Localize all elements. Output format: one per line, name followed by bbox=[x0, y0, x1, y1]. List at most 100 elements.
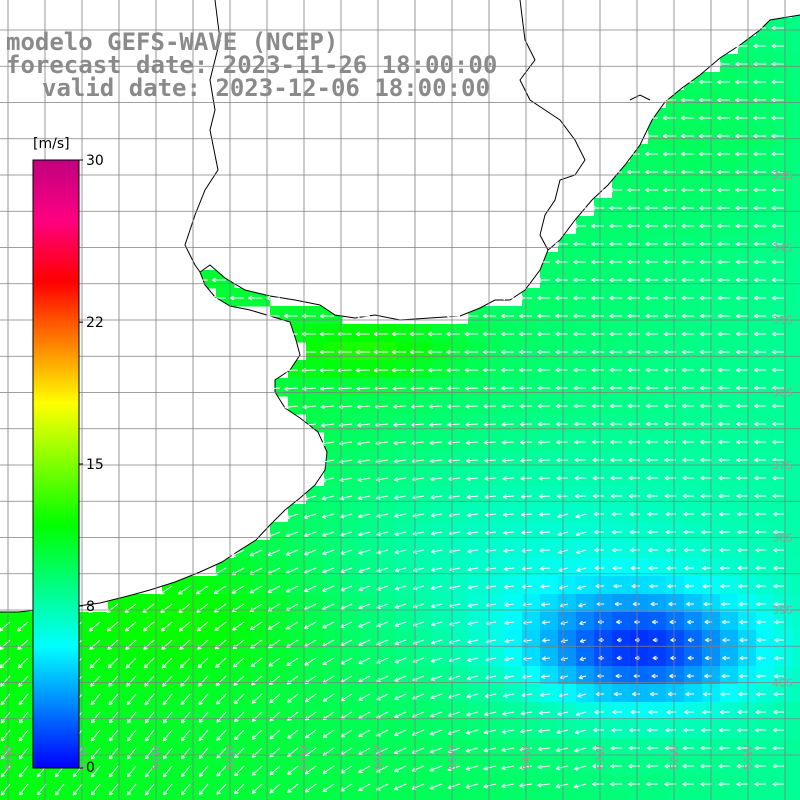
wind-arrow-head bbox=[145, 774, 150, 778]
wind-arrow bbox=[287, 783, 299, 793]
speed-cell bbox=[360, 540, 379, 559]
wind-arrow-head bbox=[537, 405, 542, 409]
wind-arrow-head bbox=[394, 622, 399, 627]
wind-arrow-head bbox=[501, 387, 506, 391]
wind-arrow-head bbox=[681, 279, 686, 283]
speed-cell bbox=[720, 216, 739, 235]
wind-arrow-head bbox=[773, 511, 777, 515]
wind-arrow-head bbox=[178, 611, 183, 614]
wind-arrow bbox=[304, 585, 317, 592]
speed-cell bbox=[414, 450, 433, 469]
wind-arrow-head bbox=[627, 421, 632, 425]
speed-cell bbox=[468, 774, 487, 793]
speed-cell bbox=[666, 432, 685, 451]
wind-arrow-head bbox=[501, 331, 506, 335]
wind-arrow-head bbox=[683, 529, 688, 533]
speed-cell bbox=[378, 702, 397, 721]
speed-cell bbox=[378, 720, 397, 739]
wind-arrow bbox=[305, 729, 317, 739]
wind-arrow-head bbox=[699, 403, 704, 407]
wind-arrow-head bbox=[771, 117, 776, 121]
wind-arrow-head bbox=[355, 333, 360, 337]
wind-arrow bbox=[465, 423, 479, 426]
speed-cell bbox=[486, 432, 505, 451]
wind-arrow-head bbox=[577, 695, 582, 698]
wind-arrow bbox=[520, 711, 533, 715]
speed-cell bbox=[576, 684, 595, 703]
wind-arrow-head bbox=[17, 629, 22, 632]
wind-arrow-head bbox=[717, 151, 722, 155]
speed-cell bbox=[378, 648, 397, 667]
wind-arrow-head bbox=[124, 627, 128, 632]
speed-cell bbox=[666, 792, 685, 800]
speed-cell bbox=[126, 684, 145, 703]
speed-cell bbox=[504, 702, 523, 721]
wind-arrow bbox=[90, 729, 101, 742]
wind-arrow bbox=[340, 675, 353, 683]
wind-arrow-head bbox=[680, 99, 685, 103]
wind-arrow-head bbox=[212, 279, 217, 283]
wind-arrow bbox=[18, 693, 29, 706]
speed-cell bbox=[756, 738, 775, 757]
wind-arrow-head bbox=[90, 666, 95, 669]
wind-arrow-head bbox=[555, 261, 560, 265]
wind-arrow-head bbox=[717, 261, 722, 265]
wind-arrow-head bbox=[145, 792, 150, 796]
wind-arrow-head bbox=[429, 406, 434, 409]
wind-arrow-head bbox=[719, 511, 724, 515]
speed-cell bbox=[576, 558, 595, 577]
wind-arrow-head bbox=[126, 718, 129, 724]
wind-arrow-head bbox=[501, 729, 506, 733]
wind-arrow-head bbox=[753, 169, 758, 173]
speed-cell bbox=[684, 720, 703, 739]
wind-arrow-head bbox=[646, 495, 651, 499]
speed-cell bbox=[360, 522, 379, 541]
wind-arrow-head bbox=[519, 351, 524, 355]
speed-cell bbox=[792, 720, 800, 739]
speed-cell bbox=[648, 720, 667, 739]
wind-arrow-head bbox=[700, 745, 705, 749]
wind-arrow-head bbox=[108, 736, 111, 742]
wind-arrow-head bbox=[774, 657, 779, 661]
speed-cell bbox=[558, 540, 577, 559]
wind-arrow-head bbox=[250, 665, 256, 668]
wind-arrow-head bbox=[594, 711, 599, 715]
wind-arrow bbox=[322, 585, 335, 592]
wind-arrow-head bbox=[663, 189, 668, 193]
wind-arrow-head bbox=[287, 734, 290, 739]
wind-arrow-head bbox=[540, 568, 545, 571]
wind-arrow-head bbox=[754, 729, 759, 733]
wind-arrow-head bbox=[613, 583, 618, 587]
wind-arrow bbox=[429, 747, 443, 753]
speed-cell bbox=[504, 360, 523, 379]
wind-arrow-head bbox=[591, 351, 596, 355]
wind-arrow-head bbox=[592, 475, 597, 479]
speed-cell bbox=[108, 756, 127, 775]
wind-arrow bbox=[126, 675, 137, 687]
wind-arrow-head bbox=[771, 279, 776, 283]
wind-arrow-head bbox=[537, 367, 542, 371]
wind-arrow-head bbox=[650, 693, 655, 697]
wind-arrow-head bbox=[612, 567, 617, 571]
wind-arrow-head bbox=[574, 475, 579, 479]
longitude-label: 61W bbox=[2, 745, 15, 770]
wind-arrow bbox=[394, 639, 407, 645]
speed-cell bbox=[594, 756, 613, 775]
latitude-label: 34S bbox=[772, 242, 793, 255]
wind-arrow-head bbox=[144, 790, 147, 796]
wind-arrow-head bbox=[91, 792, 96, 796]
wind-arrow-head bbox=[663, 315, 668, 319]
speed-cell bbox=[594, 396, 613, 415]
wind-arrow-head bbox=[446, 367, 451, 371]
speed-cell bbox=[756, 378, 775, 397]
wind-arrow bbox=[269, 693, 281, 704]
speed-cell bbox=[414, 576, 433, 595]
wind-arrow-head bbox=[145, 756, 150, 760]
speed-cell bbox=[504, 594, 523, 613]
wind-arrow-head bbox=[160, 590, 163, 595]
wind-arrow-head bbox=[681, 367, 686, 371]
wind-arrow bbox=[322, 765, 335, 774]
wind-arrow-head bbox=[591, 187, 596, 191]
speed-cell bbox=[756, 216, 775, 235]
speed-cell bbox=[576, 288, 595, 307]
